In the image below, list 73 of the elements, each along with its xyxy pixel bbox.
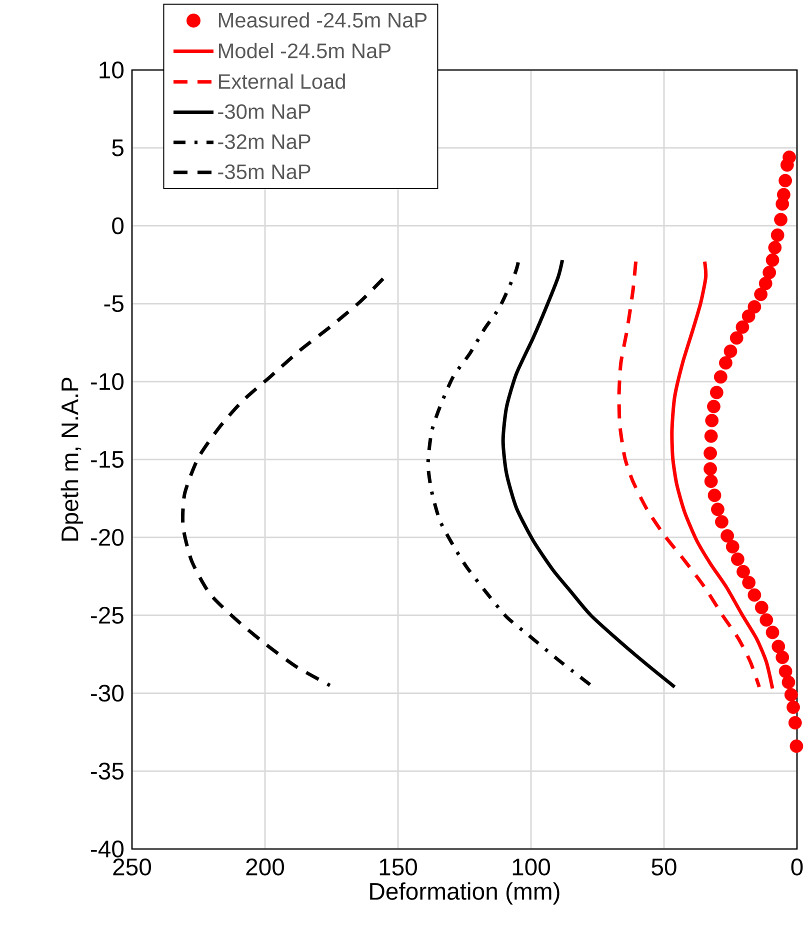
point xyxy=(754,288,768,302)
point xyxy=(705,414,719,428)
line-series xyxy=(501,258,676,689)
point xyxy=(776,650,790,664)
point xyxy=(786,700,800,714)
x-tick-label: 100 xyxy=(512,858,550,876)
point xyxy=(704,462,717,476)
line-series xyxy=(670,260,774,690)
y-tick-label: -25 xyxy=(90,606,124,624)
point xyxy=(726,540,740,554)
point xyxy=(714,370,728,384)
x-tick-label: 150 xyxy=(380,858,417,876)
point xyxy=(719,356,732,370)
point xyxy=(770,228,784,242)
point xyxy=(754,600,768,614)
point xyxy=(736,564,750,578)
line-series xyxy=(181,277,385,688)
point xyxy=(766,626,780,640)
x-tick-label: 200 xyxy=(246,858,284,876)
point xyxy=(704,446,717,460)
point xyxy=(715,515,728,529)
point xyxy=(711,502,724,516)
y-tick-label: -20 xyxy=(90,528,124,546)
point xyxy=(704,429,718,443)
point xyxy=(720,529,734,543)
y-tick-label: 10 xyxy=(100,62,124,78)
point xyxy=(778,664,792,678)
point xyxy=(774,212,788,226)
point xyxy=(704,474,718,488)
point xyxy=(790,739,804,753)
legend-label: -30m NaP xyxy=(218,104,310,119)
y-tick-label: -35 xyxy=(90,762,124,780)
legend-label: -35m NaP xyxy=(218,164,310,180)
point xyxy=(788,716,802,730)
point xyxy=(730,331,744,345)
x-axis-title: Deformation (mm) xyxy=(370,882,560,905)
point xyxy=(748,300,762,314)
point xyxy=(742,309,756,323)
point xyxy=(710,386,724,400)
point xyxy=(724,344,738,358)
y-tick-label: 0 xyxy=(112,217,124,234)
point xyxy=(707,400,720,414)
x-tick-label: 0 xyxy=(791,858,803,876)
point xyxy=(782,676,796,689)
point xyxy=(736,320,750,334)
x-tick-label: 50 xyxy=(652,858,676,876)
y-tick-label: -30 xyxy=(90,684,124,702)
y-tick-label: -10 xyxy=(90,373,124,390)
legend-label: Measured -24.5m NaP xyxy=(218,12,427,28)
point xyxy=(758,276,772,290)
point xyxy=(772,640,786,654)
y-tick-label: -40 xyxy=(90,840,124,858)
point xyxy=(768,240,782,254)
legend-label: Model -24.5m NaP xyxy=(218,42,391,58)
point xyxy=(778,174,792,188)
x-tick-label: 250 xyxy=(113,858,151,876)
y-tick-label: 5 xyxy=(112,140,124,156)
legend-label: External Load xyxy=(218,74,345,89)
point xyxy=(766,253,780,267)
y-tick-label: -5 xyxy=(104,295,124,312)
y-tick-label: -15 xyxy=(90,451,124,468)
point xyxy=(762,266,776,280)
line-series xyxy=(617,260,761,689)
point xyxy=(780,158,794,172)
legend-label: -32m NaP xyxy=(218,134,310,150)
y-axis-title: Dpeth m, N.A.P xyxy=(60,378,84,541)
point xyxy=(776,197,790,211)
point xyxy=(748,588,762,602)
point xyxy=(742,576,756,590)
point xyxy=(708,488,722,502)
point xyxy=(760,613,774,627)
point xyxy=(784,688,798,702)
point xyxy=(730,552,744,566)
